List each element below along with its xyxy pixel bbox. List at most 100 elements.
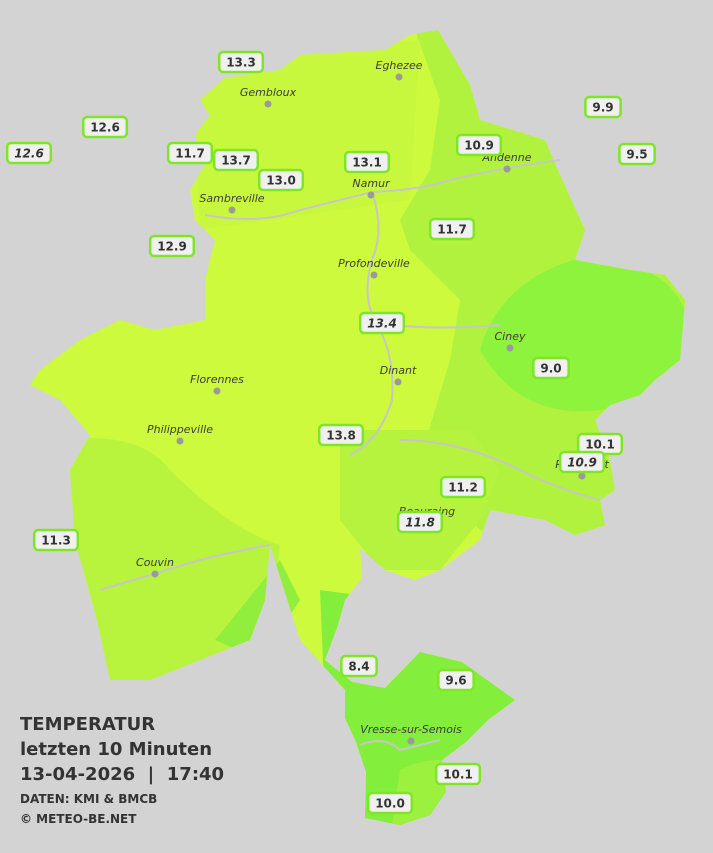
station: 12.9: [148, 234, 196, 258]
station-value: 13.1: [352, 156, 382, 170]
station-value: 10.0: [375, 797, 405, 811]
station: 13.3: [217, 50, 265, 74]
station-box: [340, 654, 378, 678]
station: 13.8: [317, 423, 365, 447]
station-value: 13.7: [221, 154, 251, 168]
station: 11.3: [32, 528, 80, 552]
station-box: [148, 234, 196, 258]
station-value: 13.8: [326, 429, 356, 443]
station: 11.2: [439, 475, 487, 499]
station: 11.8: [396, 510, 444, 534]
station-box: [343, 150, 391, 174]
station: 11.7: [166, 141, 214, 165]
station-box: [618, 142, 656, 166]
station-value: 10.9: [464, 139, 494, 153]
station-value: 11.2: [448, 481, 478, 495]
city-label: Namur: [352, 177, 391, 190]
station-box: [5, 141, 53, 165]
station: 9.0: [532, 356, 570, 380]
station-box: [212, 148, 260, 172]
station-value: 9.6: [445, 674, 466, 688]
station: 10.0: [366, 791, 414, 815]
river-lesse: [399, 439, 601, 501]
city-label: Couvin: [136, 556, 174, 569]
station-box: [32, 528, 80, 552]
city-dot: [367, 191, 375, 199]
station-box: [558, 450, 606, 474]
city-dot: [506, 344, 514, 352]
station-box: [434, 762, 482, 786]
map-timestamp: 13-04-2026 | 17:40: [20, 764, 224, 785]
station-value: 9.0: [540, 362, 561, 376]
station-value: 11.3: [41, 534, 71, 548]
station-box: [166, 141, 214, 165]
station-box: [455, 133, 503, 157]
city-label: Eghezee: [376, 59, 423, 72]
station-box: [532, 356, 570, 380]
city-dot: [213, 387, 221, 395]
station: 10.9: [455, 133, 503, 157]
city-dot: [151, 570, 159, 578]
city-dot: [370, 271, 378, 279]
station: 13.0: [257, 168, 305, 192]
legend-text: TEMPERATUR letzten 10 Minuten 13-04-2026…: [20, 714, 224, 826]
map-title: TEMPERATUR: [20, 714, 155, 735]
station: 13.4: [358, 311, 406, 335]
station-value: 10.9: [567, 456, 597, 470]
city-label: Gembloux: [240, 86, 297, 99]
station-value: 9.9: [592, 101, 613, 115]
zone-southwest: [60, 438, 280, 690]
station: 13.7: [212, 148, 260, 172]
station: 9.5: [618, 142, 656, 166]
river-semois: [359, 739, 441, 752]
city-label: Florennes: [190, 373, 244, 386]
city-dot: [264, 100, 272, 108]
station-value: 13.4: [367, 317, 397, 331]
city-dot: [503, 165, 511, 173]
station-box: [81, 115, 129, 139]
city-label: Profondeville: [338, 257, 410, 270]
city-dot: [395, 73, 403, 81]
station-value: 11.8: [405, 516, 435, 530]
station-value: 13.3: [226, 56, 256, 70]
station-value: 12.6: [14, 147, 44, 161]
station: 12.6: [81, 115, 129, 139]
station: 9.6: [437, 668, 475, 692]
station: 9.9: [584, 95, 622, 119]
station-value: 10.1: [585, 438, 615, 452]
station: 11.7: [428, 217, 476, 241]
river-viroin: [99, 544, 271, 591]
city-label: Philippeville: [147, 423, 213, 436]
station-box: [217, 50, 265, 74]
station: 13.1: [343, 150, 391, 174]
stations: 13.3 12.6 12.6 11.7 13.7 13.0 13.1 10.9 9.9 9.5 11…: [5, 50, 656, 815]
city-dot: [407, 737, 415, 745]
station-box: [358, 311, 406, 335]
city-dot: [394, 378, 402, 386]
zone-beauraing: [340, 430, 500, 570]
station-value: 8.4: [348, 660, 369, 674]
station-box: [366, 791, 414, 815]
station-box: [317, 423, 365, 447]
city-label: Vresse-sur-Semois: [360, 723, 462, 736]
city-dot: [228, 206, 236, 214]
city-dot: [578, 472, 586, 480]
city-label: Dinant: [380, 364, 417, 377]
station-box: [439, 475, 487, 499]
station-value: 11.7: [175, 147, 205, 161]
station-box: [437, 668, 475, 692]
station-value: 11.7: [437, 223, 467, 237]
station: 8.4: [340, 654, 378, 678]
zone-north: [190, 40, 420, 230]
city-label: Ciney: [495, 330, 526, 343]
station-value: 13.0: [266, 174, 296, 188]
station-value: 12.9: [157, 240, 187, 254]
station-box: [584, 95, 622, 119]
credit: © METEO-BE.NET: [20, 812, 137, 826]
station-box: [257, 168, 305, 192]
data-source: DATEN: KMI & BMCB: [20, 792, 157, 806]
station-box: [428, 217, 476, 241]
station: 12.6: [5, 141, 53, 165]
